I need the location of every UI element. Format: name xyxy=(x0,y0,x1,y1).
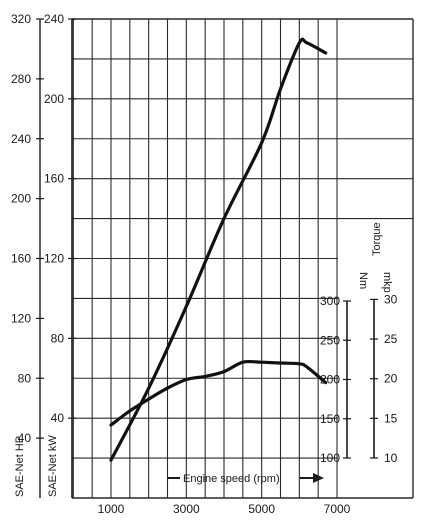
curves xyxy=(109,37,328,462)
hp-tick-label: 160 xyxy=(11,252,31,266)
hp-tick-label: 320 xyxy=(11,12,31,26)
hp-tick-label: 80 xyxy=(18,371,32,385)
power-curve xyxy=(109,37,328,462)
mkp-tick-label: 10 xyxy=(384,451,398,465)
hp-axis-title: SAE-Net HP xyxy=(14,436,26,497)
mkp-axis-title: mkp xyxy=(381,272,393,293)
x-tick-label: 5000 xyxy=(248,502,275,516)
mkp-tick-label: 30 xyxy=(384,292,398,306)
kw-tick-label: 240 xyxy=(44,12,64,26)
kw-tick-label: 40 xyxy=(51,411,65,425)
x-tick-label: 1000 xyxy=(98,502,125,516)
hp-tick-label: 120 xyxy=(11,311,31,325)
nm-tick-label: 150 xyxy=(320,412,340,426)
grid xyxy=(72,18,414,499)
x-tick-label: 3000 xyxy=(173,502,200,516)
x-axis-arrow-head xyxy=(313,473,324,483)
nm-axis-title: Nm xyxy=(357,272,369,289)
kw-axis-title: SAE-Net kW xyxy=(47,435,59,497)
hp-tick-label: 240 xyxy=(11,132,31,146)
mkp-tick-label: 15 xyxy=(384,411,398,425)
kw-tick-label: 120 xyxy=(44,252,64,266)
kw-tick-label: 200 xyxy=(44,92,64,106)
torque-label: Torque xyxy=(371,222,383,256)
nm-tick-label: 250 xyxy=(320,333,340,347)
hp-tick-label: 280 xyxy=(11,72,31,86)
hp-tick-label: 200 xyxy=(11,192,31,206)
hp-tick-label: 40 xyxy=(18,431,32,445)
kw-tick-label: 80 xyxy=(51,331,65,345)
nm-tick-label: 100 xyxy=(320,451,340,465)
nm-tick-label: 300 xyxy=(320,294,340,308)
torque-curve xyxy=(109,359,328,427)
mkp-tick-label: 25 xyxy=(384,332,398,346)
x-tick-label: 7000 xyxy=(324,502,351,516)
kw-tick-label: 160 xyxy=(44,172,64,186)
x-axis-label: Engine speed (rpm) xyxy=(183,473,280,485)
mkp-tick-label: 20 xyxy=(384,372,398,386)
tick-labels: 40 80 120 160 200 240 280 320 40 80 120 160 200 240 10… xyxy=(11,12,398,516)
